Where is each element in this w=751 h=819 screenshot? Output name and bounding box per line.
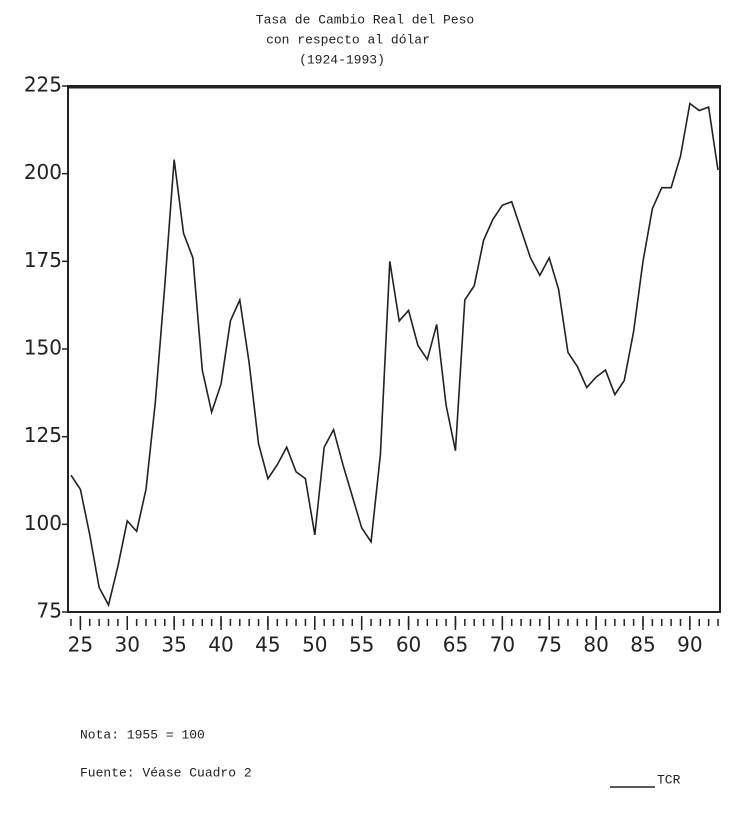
y-tick-label: 75 bbox=[37, 599, 62, 623]
chart-subtitle: con respecto al dólar bbox=[266, 32, 430, 47]
y-tick-label: 125 bbox=[24, 423, 62, 447]
x-tick-label: 25 bbox=[68, 633, 93, 657]
legend-label: TCR bbox=[657, 772, 681, 787]
x-tick-label: 30 bbox=[115, 633, 140, 657]
x-tick-label: 40 bbox=[208, 633, 233, 657]
chart-title: Tasa de Cambio Real del Peso bbox=[256, 12, 474, 27]
chart-subtitle: (1924-1993) bbox=[299, 52, 385, 67]
x-tick-label: 65 bbox=[443, 633, 468, 657]
y-tick-label: 150 bbox=[24, 336, 62, 360]
x-tick-label: 85 bbox=[630, 633, 655, 657]
x-tick-label: 90 bbox=[677, 633, 702, 657]
y-tick-label: 175 bbox=[24, 248, 62, 272]
plot-frame bbox=[67, 85, 721, 613]
y-tick-label: 200 bbox=[24, 160, 62, 184]
y-tick-label: 100 bbox=[24, 511, 62, 535]
x-tick-label: 75 bbox=[536, 633, 561, 657]
x-tick-label: 60 bbox=[396, 633, 421, 657]
x-tick-label: 80 bbox=[583, 633, 608, 657]
data-line bbox=[70, 102, 719, 608]
y-tick-label: 225 bbox=[24, 73, 62, 97]
note: Nota: 1955 = 100 bbox=[80, 727, 205, 742]
x-tick-label: 35 bbox=[161, 633, 186, 657]
x-tick-label: 45 bbox=[255, 633, 280, 657]
x-tick-label: 50 bbox=[302, 633, 327, 657]
source: Fuente: Véase Cuadro 2 bbox=[80, 765, 252, 780]
x-tick-label: 70 bbox=[490, 633, 515, 657]
x-tick-label: 55 bbox=[349, 633, 374, 657]
